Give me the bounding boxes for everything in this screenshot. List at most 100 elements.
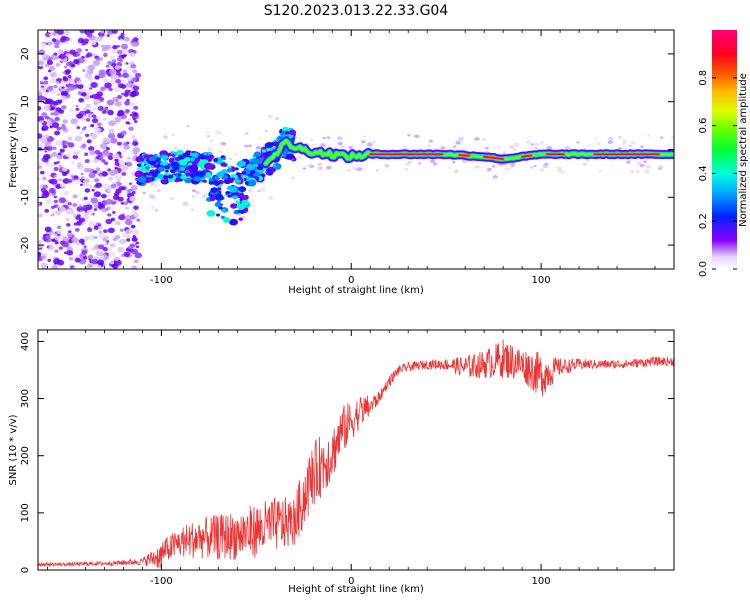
- spectrogram-scatter-blob: [582, 162, 587, 166]
- spectrogram-scatter-blob: [497, 145, 502, 149]
- spectrogram-band-blob: [264, 142, 273, 149]
- spectrogram-scatter-blob: [306, 164, 312, 168]
- spectrogram-scatter-blob: [659, 136, 664, 139]
- spectrogram-noise-blob: [76, 126, 81, 130]
- snr-y-tick-label: 400: [20, 332, 31, 351]
- spectrogram-noise-blob: [48, 65, 56, 71]
- colorbar-tick-label: 0.2: [698, 213, 709, 229]
- spectrogram-noise-blob: [53, 84, 58, 89]
- spectrogram-noise-blob: [77, 37, 85, 44]
- spectrogram-noise-blob: [117, 94, 123, 100]
- spectrogram-band-blob: [225, 191, 230, 195]
- spectrogram-noise-blob: [51, 38, 57, 42]
- spectrogram-noise-blob: [131, 229, 140, 236]
- spectrogram-noise-blob: [119, 160, 126, 165]
- spectrogram-noise-blob: [58, 246, 63, 250]
- spectrogram-scatter-blob: [556, 166, 562, 170]
- spectrogram-noise-blob: [65, 152, 72, 158]
- spectrogram-noise-blob: [90, 40, 97, 46]
- spectrogram-noise-blob: [124, 214, 133, 221]
- spectrogram-noise-blob: [65, 68, 72, 74]
- spectrogram-noise-blob: [113, 213, 117, 217]
- spectrogram-band-blob: [162, 174, 169, 180]
- spectrogram-scatter-blob: [508, 168, 512, 171]
- spectrogram-noise-blob: [122, 54, 127, 58]
- spectrogram-scatter-blob: [598, 169, 603, 173]
- spectrogram-noise-blob: [106, 240, 110, 243]
- spectrogram-scatter-blob: [493, 146, 496, 149]
- spectrogram-scatter-blob: [484, 146, 489, 150]
- snr-x-tick-label: 100: [532, 576, 551, 587]
- spectrogram-noise-blob: [56, 126, 62, 131]
- spectrogram-band-blob: [285, 153, 295, 160]
- spectrogram-noise-blob: [99, 143, 108, 150]
- spectrogram-scatter-blob: [538, 168, 545, 173]
- spectrogram-band-blob: [193, 176, 201, 182]
- spectrogram-noise-blob: [95, 182, 103, 188]
- spectrogram-noise-blob: [107, 227, 115, 234]
- spectrogram-scatter-blob: [363, 135, 366, 138]
- spectrogram-noise-blob: [86, 52, 93, 58]
- spectrogram-noise-blob: [90, 82, 98, 89]
- spectrogram-noise-blob: [53, 199, 59, 204]
- spectrogram-noise-blob: [85, 133, 90, 138]
- spectrogram-noise-blob: [50, 163, 56, 168]
- spectrogram-noise-blob: [62, 236, 70, 242]
- spectrogram-noise-blob: [131, 248, 138, 255]
- spectrogram-band-blob: [171, 154, 176, 157]
- spectrogram-noise-blob: [81, 127, 86, 131]
- spectrogram-noise-blob: [77, 162, 83, 167]
- spectrogram-noise-blob: [119, 145, 123, 149]
- spectrogram-noise-blob: [93, 208, 98, 211]
- spectrogram-noise-blob: [103, 229, 108, 233]
- spectrogram-band-blob: [151, 171, 159, 177]
- spectrogram-noise-blob: [61, 123, 66, 127]
- spectrogram-noise-blob: [125, 108, 130, 113]
- spectrogram-noise-blob: [59, 148, 65, 153]
- spectrogram-scatter-blob: [618, 136, 622, 139]
- spectrogram-noise-blob: [96, 159, 101, 163]
- spectrogram-scatter-blob: [512, 148, 518, 152]
- spectrogram-noise-blob: [73, 58, 80, 64]
- spectrogram-scatter-blob: [644, 169, 650, 174]
- spectrogram-noise-blob: [116, 141, 122, 146]
- spectrogram-band-blob: [179, 173, 188, 180]
- spectrogram-noise-blob: [47, 60, 54, 66]
- spectrogram-scatter-blob: [203, 193, 207, 196]
- spectrogram-scatter-blob: [491, 165, 496, 168]
- spectrogram-noise-blob: [89, 95, 94, 99]
- spectrogram-noise-blob: [63, 251, 68, 255]
- spectrogram-scatter-blob: [234, 153, 238, 156]
- spectrogram-noise-blob: [59, 183, 66, 188]
- spectrogram-noise-blob: [75, 107, 80, 111]
- spectrogram-scatter-blob: [337, 141, 343, 146]
- spectrogram-noise-blob: [135, 241, 140, 245]
- spectrogram-noise-blob: [84, 73, 89, 77]
- spectrogram-noise-blob: [54, 235, 61, 241]
- spectrogram-noise-blob: [118, 238, 127, 245]
- spectrogram-noise-blob: [61, 171, 68, 177]
- spectrogram-noise-blob: [49, 56, 53, 60]
- spectrogram-scatter-blob: [608, 136, 614, 141]
- spectrogram-noise-blob: [110, 73, 118, 80]
- spectrogram-noise-blob: [118, 214, 126, 221]
- spectrogram-noise-blob: [56, 153, 64, 160]
- spectrogram-scatter-blob: [336, 136, 343, 141]
- spectrogram-noise-blob: [101, 171, 109, 177]
- spectrogram-noise-blob: [58, 197, 66, 204]
- spectrogram-peak-segment: [483, 155, 504, 160]
- spectrogram-band-blob: [222, 157, 226, 161]
- spectrogram-noise-blob: [108, 169, 117, 176]
- spectrogram-noise-blob: [81, 249, 88, 255]
- spectrogram-noise-blob: [94, 119, 98, 123]
- snr-y-tick-label: 0: [20, 567, 31, 573]
- spectrogram-noise-blob: [119, 182, 122, 186]
- spectrogram-noise-blob: [57, 49, 64, 55]
- spectrogram-scatter-blob: [534, 142, 540, 147]
- spectrogram-noise-blob: [43, 80, 49, 85]
- spectrogram-noise-blob: [107, 189, 111, 193]
- spectrogram-noise-blob: [112, 194, 120, 200]
- spectrogram-noise-blob: [115, 99, 119, 102]
- spectrogram-noise-blob: [112, 153, 120, 159]
- spectrogram-band-blob: [189, 165, 199, 172]
